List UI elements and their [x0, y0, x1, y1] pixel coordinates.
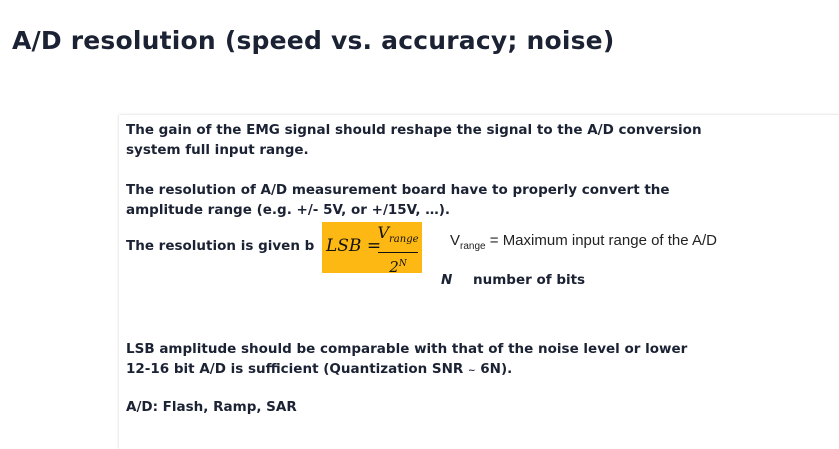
approx-symbol: ~ [468, 366, 476, 376]
formula-den-base: 2 [389, 258, 399, 277]
paragraph-resolution-line-1: The resolution of A/D measurement board … [126, 182, 670, 198]
paragraph-lsb-line-1: LSB amplitude should be comparable with … [126, 341, 688, 357]
vrange-sub: range [460, 241, 486, 252]
paragraph-gain-line-1: The gain of the EMG signal should reshap… [126, 122, 702, 138]
paragraph-gain: The gain of the EMG signal should reshap… [126, 120, 702, 160]
paragraph-lsb-line-2: 12-16 bit A/D is sufficient (Quantizatio… [126, 359, 687, 381]
paragraph-resolution-given: The resolution is given b [126, 238, 315, 254]
formula-numerator: Vrange [376, 224, 420, 249]
formula-fraction-bar [378, 252, 418, 254]
formula-denominator: 2N [376, 255, 420, 276]
formula-num-var: V [377, 223, 390, 242]
formula-fraction: Vrange 2N [376, 224, 420, 277]
paragraph-lsb-line-2b: 6N). [475, 361, 513, 377]
paragraph-lsb-line-2a: 12-16 bit A/D is sufficient (Quantizatio… [126, 361, 469, 377]
paragraph-resolution: The resolution of A/D measurement board … [126, 180, 670, 220]
n-text: number of bits [473, 272, 586, 288]
paragraph-ad-types: A/D: Flash, Ramp, SAR [126, 399, 297, 415]
vrange-var: V [450, 232, 461, 249]
slide-title: A/D resolution (speed vs. accuracy; nois… [12, 26, 615, 55]
formula-num-sub: range [389, 234, 419, 246]
paragraph-resolution-line-2: amplitude range (e.g. +/- 5V, or +/15V, … [126, 202, 450, 218]
formula-lhs: LSB = [326, 236, 382, 256]
vrange-text: = Maximum input range of the A/D [485, 232, 717, 249]
lsb-formula: LSB = Vrange 2N [322, 222, 422, 277]
paragraph-lsb: LSB amplitude should be comparable with … [126, 339, 687, 381]
content-panel [119, 115, 839, 449]
paragraph-gain-line-2: system full input range. [126, 142, 309, 158]
vrange-definition: Vrange = Maximum input range of the A/D [450, 232, 717, 252]
n-var: N [441, 272, 453, 288]
formula-den-exp: N [398, 259, 407, 270]
